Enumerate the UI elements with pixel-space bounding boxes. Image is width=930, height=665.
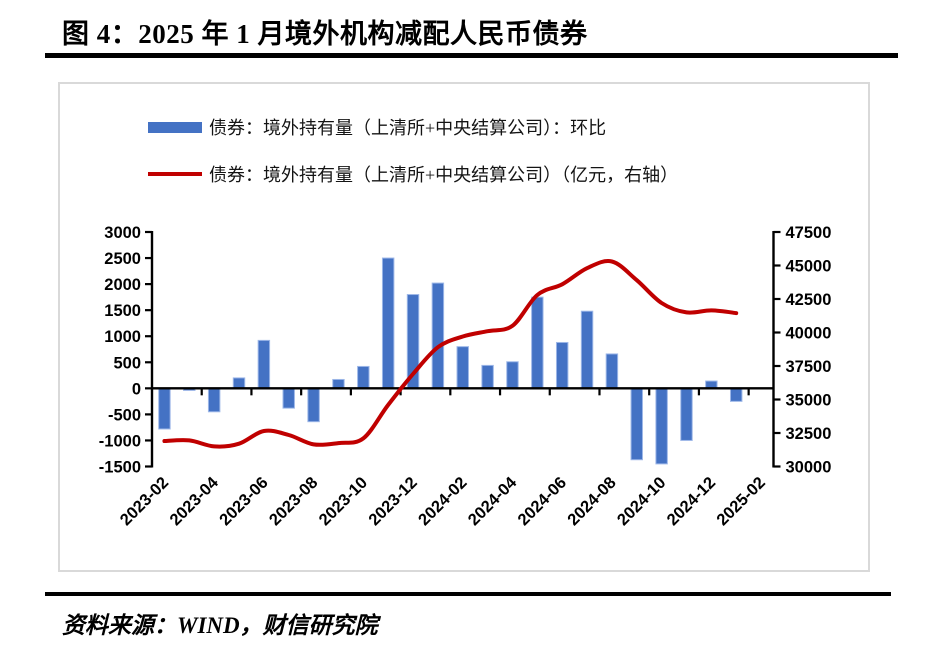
bar: [381, 257, 395, 389]
bar: [729, 387, 743, 402]
x-axis-tick-label: 2024-02: [415, 474, 471, 530]
right-axis-tick-label: 45000: [786, 258, 832, 276]
bar: [655, 387, 668, 465]
right-axis-tick-label: 37500: [786, 358, 832, 376]
title-divider: [45, 53, 898, 58]
bar-series-swatch-icon: [148, 121, 202, 133]
source-note: 资料来源：WIND，财信研究院: [62, 613, 378, 638]
bar: [506, 361, 519, 389]
bar: [257, 339, 271, 389]
bar: [207, 387, 221, 413]
chart-canvas: 3000 2500 2000 1500 1000 500 0 -500 -1000 -1500 47…: [99, 224, 832, 530]
chart-frame: 债券：境外持有量（上清所+中央结算公司）：环比 债券：境外持有量（上清所+中央结…: [58, 82, 870, 572]
bar: [158, 387, 171, 430]
bar: [605, 353, 619, 389]
x-axis-tick-label: 2024-10: [614, 474, 670, 530]
x-axis-tick-label: 2024-06: [514, 474, 570, 530]
left-axis-tick-label: 3000: [104, 224, 141, 242]
footer-divider: [45, 592, 891, 596]
bar: [456, 346, 469, 389]
left-axis-tick-label: 2000: [104, 276, 141, 294]
legend-item-bar-series: 债券：境外持有量（上清所+中央结算公司）：环比: [148, 114, 606, 140]
figure-title: 图 4：2025 年 1 月境外机构减配人民币债券: [62, 19, 588, 49]
bar: [307, 387, 320, 423]
right-axis-tick-label: 40000: [786, 325, 832, 343]
left-axis-tick-label: 500: [113, 354, 141, 372]
bar: [282, 387, 295, 409]
left-axis-tick-label: 1500: [104, 302, 141, 320]
legend-item-line-series: 债券：境外持有量（上清所+中央结算公司）（亿元，右轴）: [148, 161, 678, 187]
x-axis-tick-label: 2023-02: [117, 474, 173, 530]
x-axis-tick-label: 2023-10: [316, 474, 372, 530]
x-axis-tick-label: 2023-06: [216, 474, 272, 530]
right-axis-tick-label: 32500: [786, 425, 832, 443]
left-axis-tick-label: -500: [108, 406, 141, 424]
legend-label: 债券：境外持有量（上清所+中央结算公司）（亿元，右轴）: [209, 165, 679, 185]
left-axis-tick-label: -1500: [99, 459, 141, 477]
bar: [580, 310, 594, 389]
x-axis-tick-label: 2023-08: [266, 474, 322, 530]
holdings-line: [162, 259, 739, 449]
bar: [481, 364, 494, 389]
bar: [357, 365, 370, 389]
bar: [332, 378, 345, 389]
left-axis-tick-label: 2500: [104, 250, 141, 268]
x-axis-tick-label: 2023-12: [365, 474, 421, 530]
right-axis-tick-label: 42500: [786, 291, 832, 309]
right-axis-tick-label: 35000: [786, 392, 832, 410]
x-axis-tick-label: 2024-08: [564, 474, 620, 530]
x-axis-tick-label: 2023-04: [166, 473, 222, 529]
bar: [555, 341, 569, 389]
legend-label: 债券：境外持有量（上清所+中央结算公司）：环比: [209, 118, 607, 138]
x-axis-tick-label: 2024-04: [465, 473, 521, 529]
right-axis-tick-label: 30000: [786, 459, 832, 477]
bar: [531, 296, 544, 389]
bar: [680, 387, 693, 441]
line-series-swatch-icon: [148, 172, 202, 176]
right-axis-tick-label: 47500: [786, 224, 832, 242]
left-axis-tick-label: 1000: [104, 328, 141, 346]
x-axis-tick-label: 2025-02: [713, 474, 769, 530]
bar: [630, 387, 643, 461]
left-axis-tick-label: 0: [132, 380, 141, 398]
bar: [431, 282, 445, 389]
left-axis-tick-label: -1000: [99, 432, 141, 450]
x-axis-tick-label: 2024-12: [664, 474, 720, 530]
bar: [232, 377, 246, 389]
